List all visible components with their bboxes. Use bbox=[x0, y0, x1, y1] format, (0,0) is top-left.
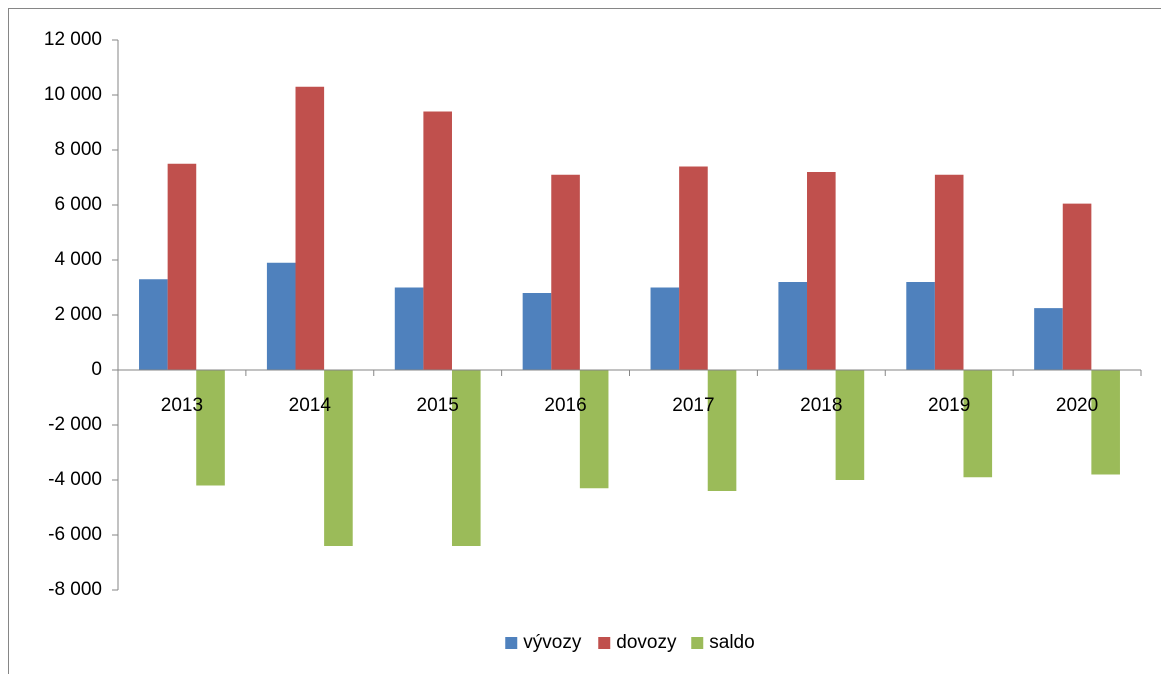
bar bbox=[167, 163, 197, 370]
bar bbox=[394, 287, 424, 370]
x-tick-label: 2020 bbox=[1056, 395, 1098, 416]
bar bbox=[934, 174, 964, 370]
y-tick-label: 6 000 bbox=[54, 194, 102, 215]
y-tick-label: 4 000 bbox=[54, 249, 102, 270]
y-tick-label: -2 000 bbox=[48, 414, 102, 435]
chart-frame bbox=[8, 8, 1161, 674]
bar bbox=[324, 370, 353, 546]
y-tick-label: 0 bbox=[91, 359, 102, 380]
bar bbox=[423, 111, 452, 370]
bar bbox=[679, 166, 708, 370]
bar bbox=[579, 370, 609, 489]
y-tick-label: 12 000 bbox=[44, 29, 102, 50]
bar bbox=[522, 293, 552, 370]
bar bbox=[1091, 370, 1120, 475]
bar bbox=[1034, 308, 1063, 370]
y-tick-label: -6 000 bbox=[48, 524, 102, 545]
y-tick-label: -8 000 bbox=[48, 579, 102, 600]
bar bbox=[551, 174, 580, 370]
bar bbox=[778, 282, 808, 370]
y-tick-label: 8 000 bbox=[54, 139, 102, 160]
bar bbox=[295, 86, 325, 370]
y-tick-label: -4 000 bbox=[48, 469, 102, 490]
bar bbox=[707, 370, 737, 491]
bar bbox=[963, 370, 993, 478]
bar bbox=[650, 287, 680, 370]
legend-label: vývozy bbox=[523, 632, 582, 653]
legend-swatch bbox=[598, 637, 611, 649]
x-tick-label: 2017 bbox=[672, 395, 714, 416]
x-tick-label: 2013 bbox=[161, 395, 203, 416]
bar bbox=[139, 279, 168, 370]
legend-swatch bbox=[691, 637, 704, 649]
bar bbox=[266, 262, 296, 370]
legend-label: saldo bbox=[709, 632, 754, 653]
bar bbox=[906, 282, 935, 370]
legend-swatch bbox=[505, 637, 518, 649]
y-tick-label: 2 000 bbox=[54, 304, 102, 325]
bar bbox=[196, 370, 225, 486]
bar bbox=[1062, 203, 1092, 370]
bar bbox=[835, 370, 865, 480]
y-tick-label: 10 000 bbox=[44, 84, 102, 105]
x-tick-label: 2018 bbox=[800, 395, 842, 416]
x-tick-label: 2019 bbox=[928, 395, 970, 416]
x-tick-label: 2016 bbox=[544, 395, 586, 416]
bar bbox=[451, 370, 481, 546]
x-tick-label: 2015 bbox=[417, 395, 459, 416]
x-tick-label: 2014 bbox=[289, 395, 332, 416]
legend-label: dovozy bbox=[616, 632, 677, 653]
bar bbox=[807, 172, 836, 370]
